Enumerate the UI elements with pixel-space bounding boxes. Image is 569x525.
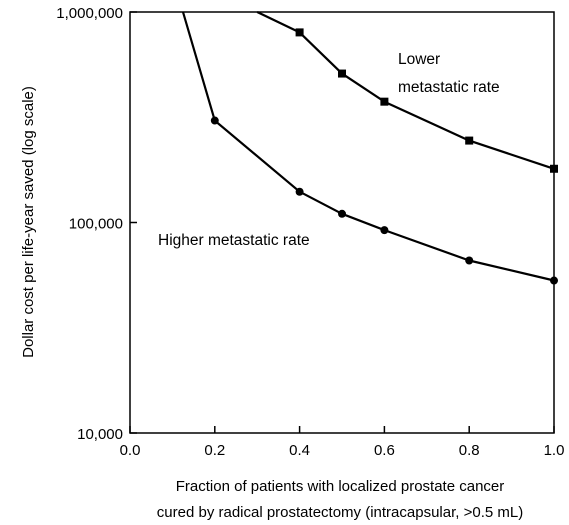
- x-axis: 0.0 0.2 0.4 0.6 0.8 1.0: [120, 426, 565, 459]
- x-tick-label: 0.2: [204, 442, 225, 459]
- data-point-square: [465, 136, 474, 145]
- x-axis-label-line-1: Fraction of patients with localized pros…: [176, 478, 505, 495]
- data-point-square: [550, 164, 558, 173]
- annotation-lower-line-1: Lower: [398, 51, 440, 68]
- data-point-circle: [550, 276, 558, 285]
- data-point-square: [338, 69, 346, 78]
- x-tick-label: 0.0: [120, 442, 141, 459]
- x-axis-label-line-2: cured by radical prostatectomy (intracap…: [157, 504, 523, 521]
- y-axis: 10,000 100,000 1,000,000: [56, 5, 137, 443]
- x-tick-label: 1.0: [544, 442, 565, 459]
- y-tick-label: 100,000: [69, 216, 123, 233]
- y-tick-label: 10,000: [77, 426, 123, 443]
- series-0: [256, 11, 558, 173]
- annotation-higher: Higher metastatic rate: [158, 232, 310, 249]
- y-axis-label: Dollar cost per life-year saved (log sca…: [20, 86, 37, 358]
- data-point-circle: [465, 256, 474, 265]
- series-1: [181, 11, 558, 285]
- data-point-circle: [295, 187, 304, 196]
- data-point-square: [295, 28, 304, 37]
- y-tick-label: 1,000,000: [56, 5, 123, 22]
- data-point-circle: [210, 116, 219, 125]
- x-tick-label: 0.6: [374, 442, 395, 459]
- x-tick-label: 0.8: [459, 442, 480, 459]
- data-point-circle: [338, 209, 346, 218]
- data-point-square: [380, 97, 389, 106]
- x-tick-label: 0.4: [289, 442, 310, 459]
- annotation-lower-line-2: metastatic rate: [398, 79, 500, 96]
- series-line: [256, 11, 555, 170]
- series-layer: [181, 11, 558, 285]
- data-point-circle: [380, 226, 389, 235]
